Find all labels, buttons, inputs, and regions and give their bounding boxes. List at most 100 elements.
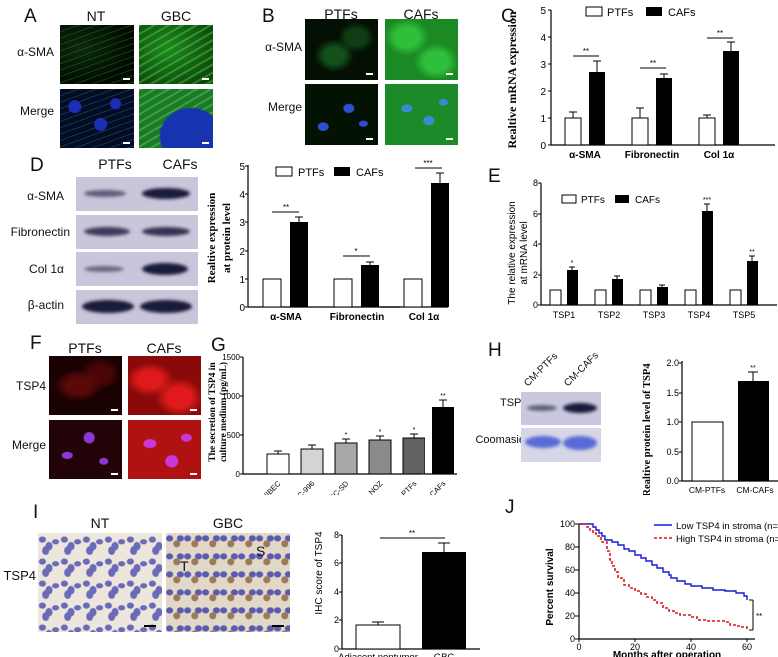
svg-text:4: 4: [533, 239, 538, 249]
svg-text:1.0: 1.0: [666, 417, 679, 427]
svg-text:***: ***: [423, 159, 432, 168]
tumor-annotation: T: [180, 558, 189, 574]
panel-f-row-tsp4: TSP4: [15, 379, 46, 393]
svg-text:Adjacent nontumor: Adjacent nontumor: [338, 652, 418, 657]
svg-text:6: 6: [334, 558, 339, 568]
panel-c-legend-cafs: CAFs: [668, 7, 696, 19]
panel-d-bar-chart: Realtive expression at protein level 0 1…: [206, 162, 400, 320]
panel-f-ptfs-merge-image: [49, 420, 122, 479]
svg-text:0: 0: [570, 634, 575, 644]
svg-text:5: 5: [239, 162, 245, 173]
panel-f-col-cafs: CAFs: [146, 340, 182, 356]
svg-text:*: *: [413, 427, 416, 434]
panel-c-ylabel: Realtive mRNA expression: [505, 11, 519, 148]
svg-text:1.5: 1.5: [666, 388, 679, 398]
svg-text:0.0: 0.0: [666, 476, 679, 486]
svg-text:3: 3: [540, 60, 546, 71]
panel-label-e: E: [488, 166, 501, 187]
svg-text:5: 5: [540, 6, 546, 17]
svg-text:***: ***: [703, 197, 711, 204]
svg-text:**: **: [717, 29, 723, 38]
svg-text:0: 0: [533, 300, 538, 310]
panel-h-blot-coomasie: [521, 428, 601, 462]
panel-d-row-bactin: β-actin: [27, 298, 64, 312]
panel-d-col-ptfs: PTFs: [98, 156, 132, 172]
panel-d-col-cafs: CAFs: [162, 156, 198, 172]
svg-text:2: 2: [334, 615, 339, 625]
svg-text:**: **: [756, 612, 762, 621]
svg-text:Fibronectin: Fibronectin: [330, 312, 384, 320]
panel-label-c: C: [501, 6, 515, 27]
panel-c-bar-chart: Realtive mRNA expression 0 1 2 3 4 5 PTF…: [505, 6, 775, 160]
panel-f-row-merge: Merge: [11, 438, 46, 452]
panel-f-cafs-tsp4-image: [128, 356, 201, 415]
panel-h-blot-tsp4: [521, 392, 601, 425]
svg-text:Realtive protein level of TSP: Realtive protein level of TSP4: [642, 363, 653, 495]
svg-text:1: 1: [239, 275, 245, 286]
panel-d-blot-col1a: [76, 252, 198, 286]
panel-a-gbc-merge-image: [139, 89, 213, 148]
svg-text:*: *: [379, 429, 382, 436]
svg-text:Months after operation: Months after operation: [613, 650, 721, 657]
svg-text:*: *: [571, 260, 574, 267]
svg-text:80: 80: [565, 542, 575, 552]
panel-c-legend-ptfs: PTFs: [607, 7, 634, 19]
panel-label-g: G: [211, 335, 226, 356]
panel-label-i: I: [33, 502, 39, 523]
panel-d-row-fibronectin: Fibronectin: [10, 225, 70, 239]
panel-g-bar-chart-cafs: ** CAFs: [425, 393, 457, 495]
panel-i-bar-chart: IHC score of TSP4 0 2 4 6 8 ** Adjacent …: [314, 529, 480, 657]
svg-text:α-SMA: α-SMA: [569, 150, 601, 160]
svg-text:TSP3: TSP3: [643, 310, 666, 320]
svg-text:0: 0: [334, 644, 339, 654]
panel-b-col-cafs: CAFs: [403, 6, 439, 22]
svg-text:1000: 1000: [222, 392, 240, 401]
svg-text:60: 60: [742, 642, 752, 652]
panel-h-row-coomasie: Coomasie: [475, 434, 525, 446]
panel-d-ylabel-line2: at protein level: [221, 203, 233, 273]
svg-text:0: 0: [540, 141, 546, 152]
panel-label-b: B: [262, 6, 275, 27]
svg-text:NOZ: NOZ: [367, 479, 385, 495]
svg-text:Low TSP4 in stroma (n=37): Low TSP4 in stroma (n=37): [676, 521, 778, 532]
panel-a-row-merge: Merge: [19, 104, 54, 118]
svg-text:PTFs: PTFs: [298, 167, 325, 179]
svg-text:α-SMA: α-SMA: [270, 312, 302, 320]
svg-text:*: *: [354, 247, 357, 256]
svg-text:**: **: [750, 365, 756, 372]
svg-text:**: **: [440, 393, 446, 400]
panel-d-blot-asma: [76, 177, 198, 211]
panel-g-bar-chart: The secretion of TSP4 in culture medium …: [208, 353, 425, 495]
panel-i-nt-ihc-image: [38, 533, 162, 632]
svg-text:60: 60: [565, 565, 575, 575]
svg-text:2: 2: [533, 270, 538, 280]
panel-a-col-gbc: GBC: [160, 8, 192, 24]
svg-text:CM-CAFs: CM-CAFs: [736, 485, 773, 495]
svg-text:2.0: 2.0: [666, 358, 679, 368]
panel-f-cafs-merge-image: [128, 420, 201, 479]
svg-text:*: *: [345, 432, 348, 439]
svg-text:CAFs: CAFs: [428, 479, 448, 495]
svg-text:SGC-996: SGC-996: [288, 479, 316, 495]
svg-text:1500: 1500: [222, 353, 240, 362]
svg-text:CAFs: CAFs: [356, 167, 384, 179]
svg-text:PTFs: PTFs: [581, 195, 605, 206]
panel-d-blot-bactin: [76, 290, 198, 324]
panel-j-survival-chart: Percent survival 0 20 40 60 80 100 0 20 …: [545, 519, 778, 657]
svg-text:High TSP4 in stroma (n=38): High TSP4 in stroma (n=38): [676, 534, 778, 545]
panel-b-row-merge: Merge: [267, 100, 302, 114]
panel-b-ptfs-asma-image: [305, 19, 378, 80]
svg-text:0: 0: [576, 642, 581, 652]
panel-h-col-cm-ptfs: CM-PTFs: [522, 350, 561, 389]
svg-text:GBC-SD: GBC-SD: [323, 479, 350, 495]
svg-text:40: 40: [686, 642, 696, 652]
svg-text:TSP1: TSP1: [553, 310, 576, 320]
panel-a-gbc-asma-image: [139, 25, 213, 84]
svg-text:**: **: [650, 59, 656, 68]
svg-text:3: 3: [239, 218, 245, 229]
svg-text:Col 1α: Col 1α: [409, 312, 440, 320]
svg-text:GBC: GBC: [434, 652, 455, 657]
svg-text:40: 40: [565, 588, 575, 598]
panel-d-blot-fibronectin: [76, 215, 198, 249]
svg-text:20: 20: [630, 642, 640, 652]
